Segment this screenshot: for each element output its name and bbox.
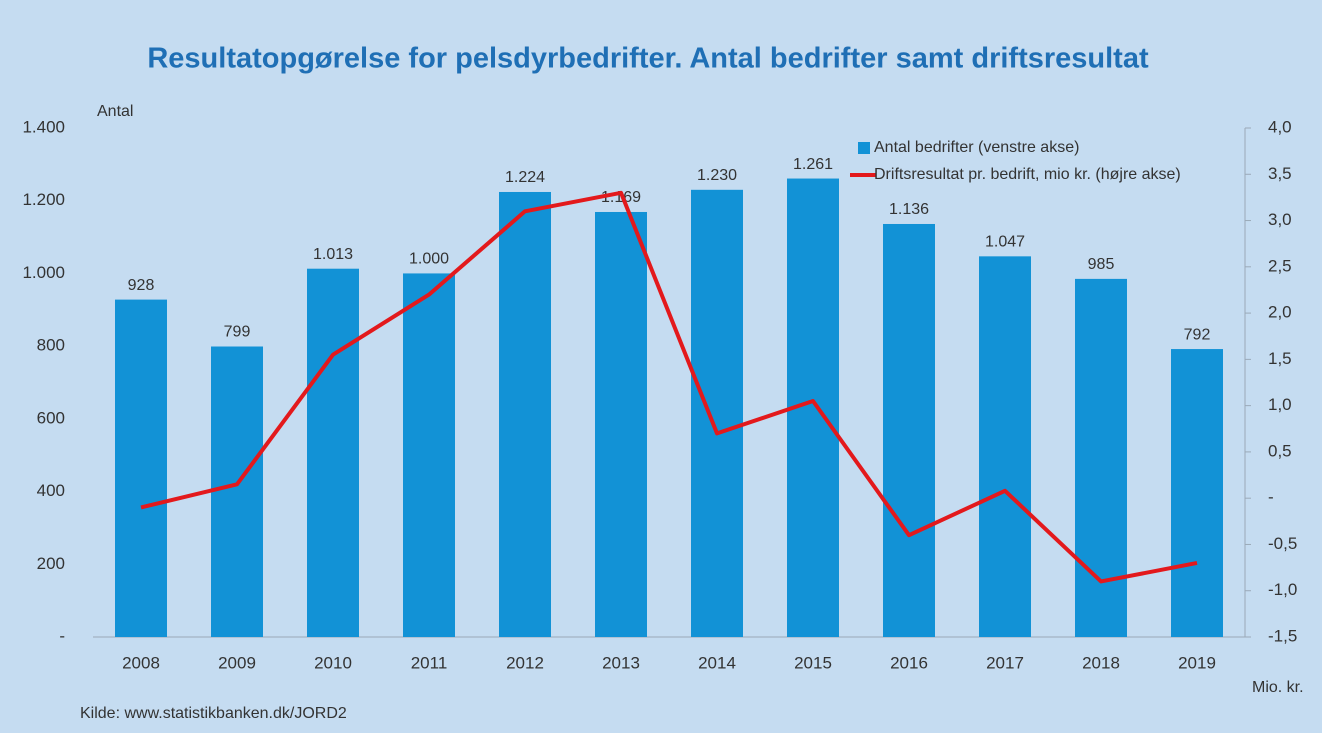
x-tick-label: 2016 [890, 653, 928, 672]
y-tick-label: 400 [37, 481, 65, 500]
bar [115, 299, 167, 637]
legend-label: Antal bedrifter (venstre akse) [874, 139, 1079, 156]
y-tick-label: 1.000 [22, 263, 65, 282]
bar [691, 189, 743, 638]
x-tick-label: 2015 [794, 653, 832, 672]
y2-tick-label: 3,0 [1268, 210, 1292, 229]
bar [1171, 349, 1223, 637]
bar [883, 223, 935, 638]
y2-tick-label: 1,5 [1268, 349, 1292, 368]
y-tick-label: 800 [37, 336, 65, 355]
bar-value-label: 799 [224, 324, 251, 341]
bar-value-label: 1.000 [409, 251, 449, 268]
y-tick-label: 1.200 [22, 190, 65, 209]
y-tick-label: 600 [37, 408, 65, 427]
line [140, 190, 1198, 584]
x-tick-label: 2009 [218, 653, 256, 672]
y-tick-label: - [59, 626, 65, 645]
y2-tick-label: 3,5 [1268, 164, 1292, 183]
x-tick-label: 2018 [1082, 653, 1120, 672]
x-tick-label: 2012 [506, 653, 544, 672]
y2-axis-label: Mio. kr. [1252, 679, 1304, 696]
chart-title: Resultatopgørelse for pelsdyrbedrifter. … [147, 43, 1149, 75]
x-tick-label: 2013 [602, 653, 640, 672]
bar-value-label: 928 [128, 277, 155, 294]
x-tick-label: 2019 [1178, 653, 1216, 672]
y2-tick-label: 2,5 [1268, 256, 1292, 275]
y2-tick-label: 1,0 [1268, 395, 1292, 414]
legend-label: Driftsresultat pr. bedrift, mio kr. (høj… [874, 166, 1181, 183]
x-tick-label: 2011 [411, 653, 448, 672]
bar [979, 256, 1031, 637]
y2-tick-label: -1,0 [1268, 580, 1297, 599]
y2-tick-label: 2,0 [1268, 303, 1292, 322]
x-tick-label: 2010 [314, 653, 352, 672]
bar-value-label: 1.224 [505, 169, 545, 186]
bar-value-label: 1.230 [697, 167, 737, 184]
bar [499, 191, 551, 637]
bar-value-label: 792 [1184, 326, 1211, 343]
y-tick-label: 1.400 [22, 117, 65, 136]
bar [211, 346, 263, 637]
bar [595, 211, 647, 638]
x-tick-label: 2017 [986, 653, 1024, 672]
source: Kilde: www.statistikbanken.dk/JORD2 [80, 705, 347, 722]
bar-value-label: 985 [1088, 256, 1115, 273]
y2-tick-label: -0,5 [1268, 534, 1297, 553]
y2-tick-label: 4,0 [1268, 117, 1292, 136]
y-axis-label: Antal [97, 103, 133, 120]
bar-value-label: 1.136 [889, 201, 929, 218]
bar-value-label: 1.261 [793, 156, 833, 173]
x-tick-label: 2014 [698, 653, 736, 672]
y2-tick-label: 0,5 [1268, 441, 1292, 460]
x-tick-label: 2008 [122, 653, 160, 672]
y-tick-label: 200 [37, 554, 65, 573]
bar-value-label: 1.047 [985, 234, 1025, 251]
bar-value-label: 1.013 [313, 246, 353, 263]
bar [307, 268, 359, 637]
y2-tick-label: -1,5 [1268, 626, 1297, 645]
legend-swatch [858, 142, 870, 154]
y2-tick-label: - [1268, 488, 1274, 507]
bar [403, 273, 455, 637]
